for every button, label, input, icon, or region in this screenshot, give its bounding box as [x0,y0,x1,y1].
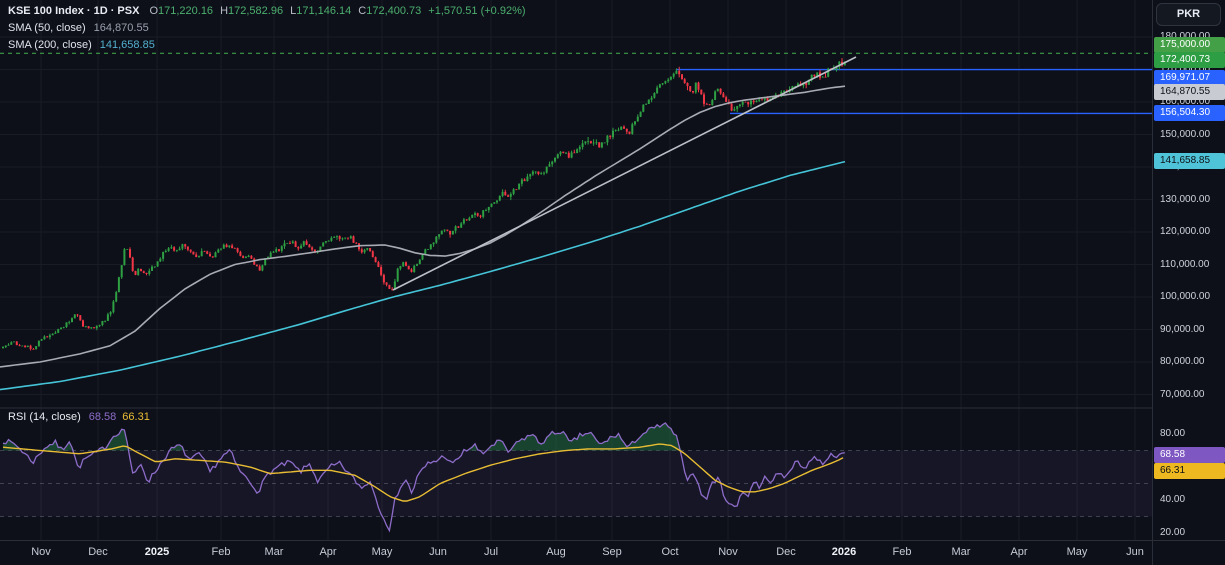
high-label: H [220,5,229,17]
time-label-oct: Oct [661,546,679,558]
time-label-may: May [371,546,393,558]
rsi-legend-row[interactable]: RSI (14, close) 68.58 66.31 [8,411,150,423]
price-axis[interactable]: PKR 180,000.00 170,000.00 160,000.00 150,00… [1152,0,1225,565]
time-label-jul: Jul [483,546,499,558]
high-value: 172,582.96 [228,5,284,17]
sma-200-line[interactable] [0,160,846,391]
time-label-jun: Jun [1126,546,1144,558]
rsi-tick-20: 20.00 [1160,527,1186,538]
sma50-value: 164,870.55 [93,22,149,34]
rsi-badge-6858: 68.58 [1154,447,1225,463]
rsi-tick-80: 80.00 [1160,428,1186,439]
price-badge-15650430: 156,504.30 [1154,104,1225,121]
rsi-line[interactable] [2,422,845,533]
time-label-nov: Nov [31,546,51,558]
sma50-label: SMA (50, close) [8,22,86,34]
rsi-ma-value: 66.31 [122,411,150,423]
open-label: O [149,5,158,17]
symbol-row[interactable]: KSE 100 Index · 1D · PSX O171,220.16 H172,… [8,3,526,20]
change-value: +1,570.51 (+0.92%) [428,5,526,17]
low-value: 171,146.14 [296,5,352,17]
symbol-legend: KSE 100 Index · 1D · PSX O171,220.16 H172,… [8,3,526,54]
price-tick-80000: 80,000.00 [1160,356,1205,367]
time-label-2025: 2025 [144,546,170,558]
trendline[interactable] [392,56,857,291]
time-label-apr: Apr [1010,546,1028,558]
price-tick-170000: 170,000.00 [1153,62,1225,78]
sma-50-line[interactable] [0,85,846,368]
rsi-tick-40: 40.00 [1160,494,1186,505]
price-tick-110000: 110,000.00 [1160,258,1210,270]
price-badge-17240073: 172,400.73 [1154,52,1225,68]
time-label-feb: Feb [892,546,912,558]
time-label-apr: Apr [319,546,337,558]
time-label-aug: Aug [546,546,566,558]
price-badge-14165885: 141,658.85 [1154,152,1225,169]
time-axis[interactable]: Nov Dec 2025 Feb Mar Apr May Jun Jul Aug Sep Oct Nov… [0,540,1225,565]
price-tick-100000: 100,000.00 [1160,291,1211,302]
rsi-badge-6631: 66.31 [1154,463,1225,480]
sma50-legend-row[interactable]: SMA (50, close) 164,870.55 [8,20,526,37]
time-label-nov: Nov [718,546,738,558]
time-label-may: May [1066,546,1088,558]
time-label-2026: 2026 [831,546,857,558]
currency-button[interactable]: PKR [1156,3,1221,26]
price-tick-90000: 90,000.00 [1160,323,1205,335]
open-value: 171,220.16 [158,5,214,17]
time-label-feb: Feb [211,546,231,558]
time-label-sep: Sep [602,546,622,558]
price-tick-180000: 180,000.00 [1153,29,1225,45]
price-badge-16487055: 164,870.55 [1154,83,1225,100]
rsi-label: RSI (14, close) [8,411,81,423]
sma200-label: SMA (200, close) [8,39,92,51]
price-badge-17500000: 175,000.00 [1154,36,1225,53]
price-tick-150000: 150,000.00 [1160,128,1211,140]
rsi-ma-line[interactable] [2,443,844,502]
price-tick-70000: 70,000.00 [1160,388,1205,400]
close-label: C [358,5,367,17]
price-tick-160000: 160,000.00 [1160,96,1211,107]
candle-wicks-up [2,61,846,350]
price-tick-120000: 120,000.00 [1160,226,1211,237]
time-label-jun: Jun [429,546,447,558]
rsi-band [0,450,1152,517]
sma200-legend-row[interactable]: SMA (200, close) 141,658.85 [8,37,526,54]
close-value: 172,400.73 [366,5,422,17]
symbol-title: KSE 100 Index · 1D · PSX [8,5,140,17]
rsi-overbought-fill [3,423,845,451]
time-label-dec: Dec [88,546,108,558]
rsi-value: 68.58 [88,411,117,423]
time-label-mar: Mar [951,546,971,558]
price-badge-16997107: 169,971.07 [1154,69,1225,86]
price-tick-130000: 130,000.00 [1160,193,1211,205]
time-label-mar: Mar [264,546,284,558]
sma200-value: 141,658.85 [99,39,155,51]
low-label: L [290,5,297,17]
time-label-dec: Dec [776,546,796,558]
